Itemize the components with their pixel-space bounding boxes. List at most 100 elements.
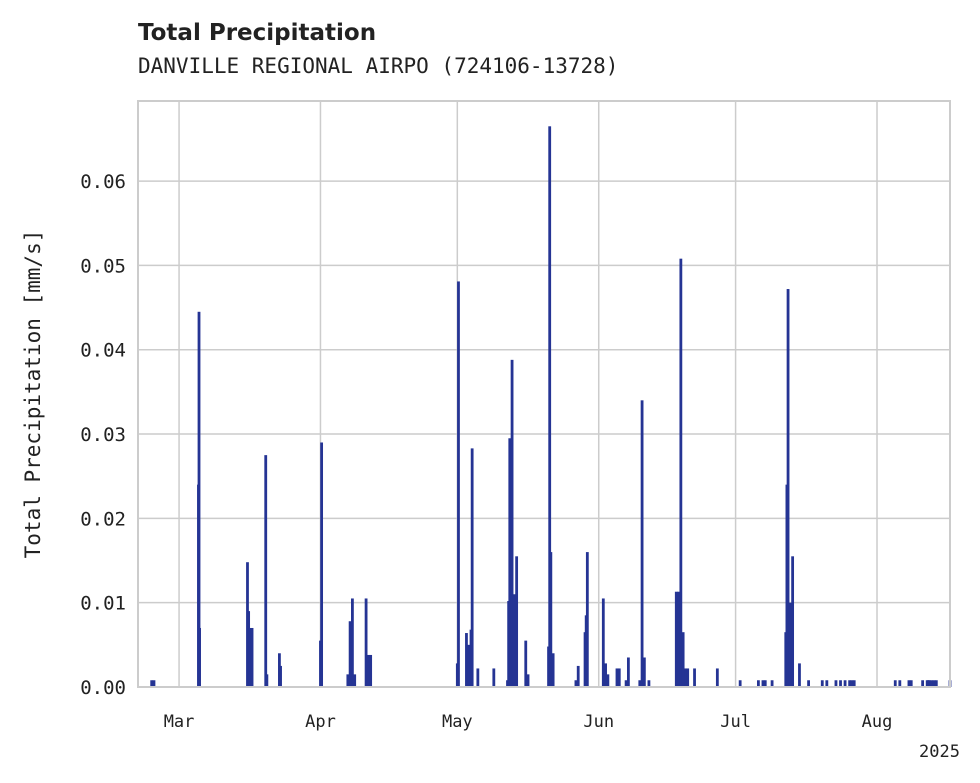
precipitation-bar (465, 633, 468, 687)
precipitation-bar (248, 627, 252, 687)
precipitation-bar (930, 680, 934, 687)
precipitation-bar (677, 591, 680, 687)
precipitation-bar (626, 657, 630, 687)
precipitation-bar (798, 663, 801, 687)
precipitation-bar (366, 654, 370, 687)
x-tick-label: Mar (164, 712, 195, 732)
precipitation-bar (848, 680, 852, 687)
precipitation-bar (548, 126, 552, 687)
precipitation-bar (606, 674, 610, 687)
precipitation-bar (467, 644, 471, 687)
precipitation-bar (549, 552, 553, 687)
precipitation-bar (932, 680, 936, 687)
precipitation-bar (839, 680, 842, 687)
precipitation-bar (757, 680, 760, 687)
precipitation-bar (738, 680, 742, 687)
precipitation-bar (763, 680, 767, 687)
precipitation-bar (601, 598, 605, 687)
precipitation-bar (457, 281, 460, 687)
precipitation-bar (681, 632, 685, 687)
precipitation-bar (893, 680, 897, 687)
precipitation-bar (640, 400, 644, 687)
precipitation-bar (320, 442, 324, 687)
precipitation-bar (512, 594, 516, 687)
precipitation-bar (807, 680, 810, 687)
precipitation-bar (850, 680, 854, 687)
precipitation-bar (198, 627, 201, 687)
precipitation-bar (351, 598, 354, 687)
precipitation-bar (364, 598, 368, 687)
precipitation-bar (197, 311, 201, 687)
precipitation-bar (788, 602, 792, 687)
precipitation-bar (576, 665, 580, 687)
y-tick-label: 0.04 (80, 340, 126, 362)
precipitation-bar (642, 657, 646, 687)
precipitation-bar (834, 680, 838, 687)
precipitation-bar (348, 621, 352, 687)
precipitation-bar (624, 680, 628, 687)
x-tick-labels: Mar Apr May Jun Jul Aug (164, 712, 893, 732)
precipitation-bar (346, 674, 350, 687)
bars (150, 126, 952, 687)
precipitation-bar (684, 668, 687, 687)
precipitation-bar (279, 665, 282, 687)
precipitation-bar (604, 663, 607, 687)
precipitation-bar (638, 680, 642, 687)
precipitation-bar (615, 668, 619, 687)
precipitation-bar (786, 289, 790, 687)
precipitation-bar (770, 680, 774, 687)
precipitation-bar (843, 680, 847, 687)
y-tick-labels: 0.00 0.01 0.02 0.03 0.04 0.05 0.06 (80, 171, 126, 699)
precipitation-bar (510, 359, 514, 687)
y-axis-label: Total Precipitation [mm/s] (21, 230, 45, 559)
precipitation-bar (934, 680, 938, 687)
precipitation-bar (353, 674, 357, 687)
precipitation-bar (551, 653, 555, 687)
x-year-label: 2025 (919, 742, 960, 762)
plot-frame (137, 100, 951, 688)
precipitation-bar (791, 556, 795, 687)
chart-title: Total Precipitation (138, 20, 376, 46)
y-tick-label: 0.05 (80, 255, 126, 277)
precipitation-bar (369, 654, 373, 687)
x-tick-label: Jun (583, 712, 614, 732)
x-tick-label: Aug (862, 712, 893, 732)
precipitation-bar (693, 668, 696, 687)
precipitation-bar (585, 552, 589, 687)
precipitation-bar (907, 680, 911, 687)
precipitation-bar (250, 627, 254, 687)
precipitation-bar (674, 591, 678, 687)
precipitation-bar (515, 556, 519, 687)
chart-subtitle: DANVILLE REGIONAL AIRPO (724106-13728) (138, 54, 618, 78)
precipitation-bar (574, 680, 578, 687)
precipitation-bar (852, 680, 856, 687)
precipitation-bar (492, 668, 496, 687)
precipitation-bar (152, 680, 156, 687)
precipitation-bar (508, 438, 512, 687)
precipitation-bar (526, 674, 530, 687)
y-tick-label: 0.01 (80, 593, 126, 615)
grid-lines (138, 101, 950, 688)
precipitation-bar (825, 680, 829, 687)
precipitation-bar (921, 680, 925, 687)
y-tick-label: 0.02 (80, 508, 126, 530)
precipitation-bar (264, 455, 268, 687)
precipitation-bar (898, 680, 902, 687)
precipitation-bar (524, 640, 528, 687)
y-tick-label: 0.06 (80, 171, 126, 193)
precipitation-bar (470, 448, 474, 687)
precipitation-bar (761, 680, 765, 687)
precipitation-bar (820, 680, 824, 687)
y-tick-label: 0.00 (80, 677, 126, 699)
x-tick-label: Jul (720, 712, 751, 732)
y-tick-label: 0.03 (80, 424, 126, 446)
x-tick-label: May (442, 712, 473, 732)
precipitation-bar (909, 680, 913, 687)
precipitation-bar (647, 680, 651, 687)
precipitation-bar (679, 258, 683, 687)
precipitation-bar (686, 668, 690, 687)
precipitation-bar (265, 674, 269, 687)
precipitation-bar (928, 680, 931, 687)
precipitation-bar (150, 680, 154, 687)
precipitation-bar (476, 668, 480, 687)
